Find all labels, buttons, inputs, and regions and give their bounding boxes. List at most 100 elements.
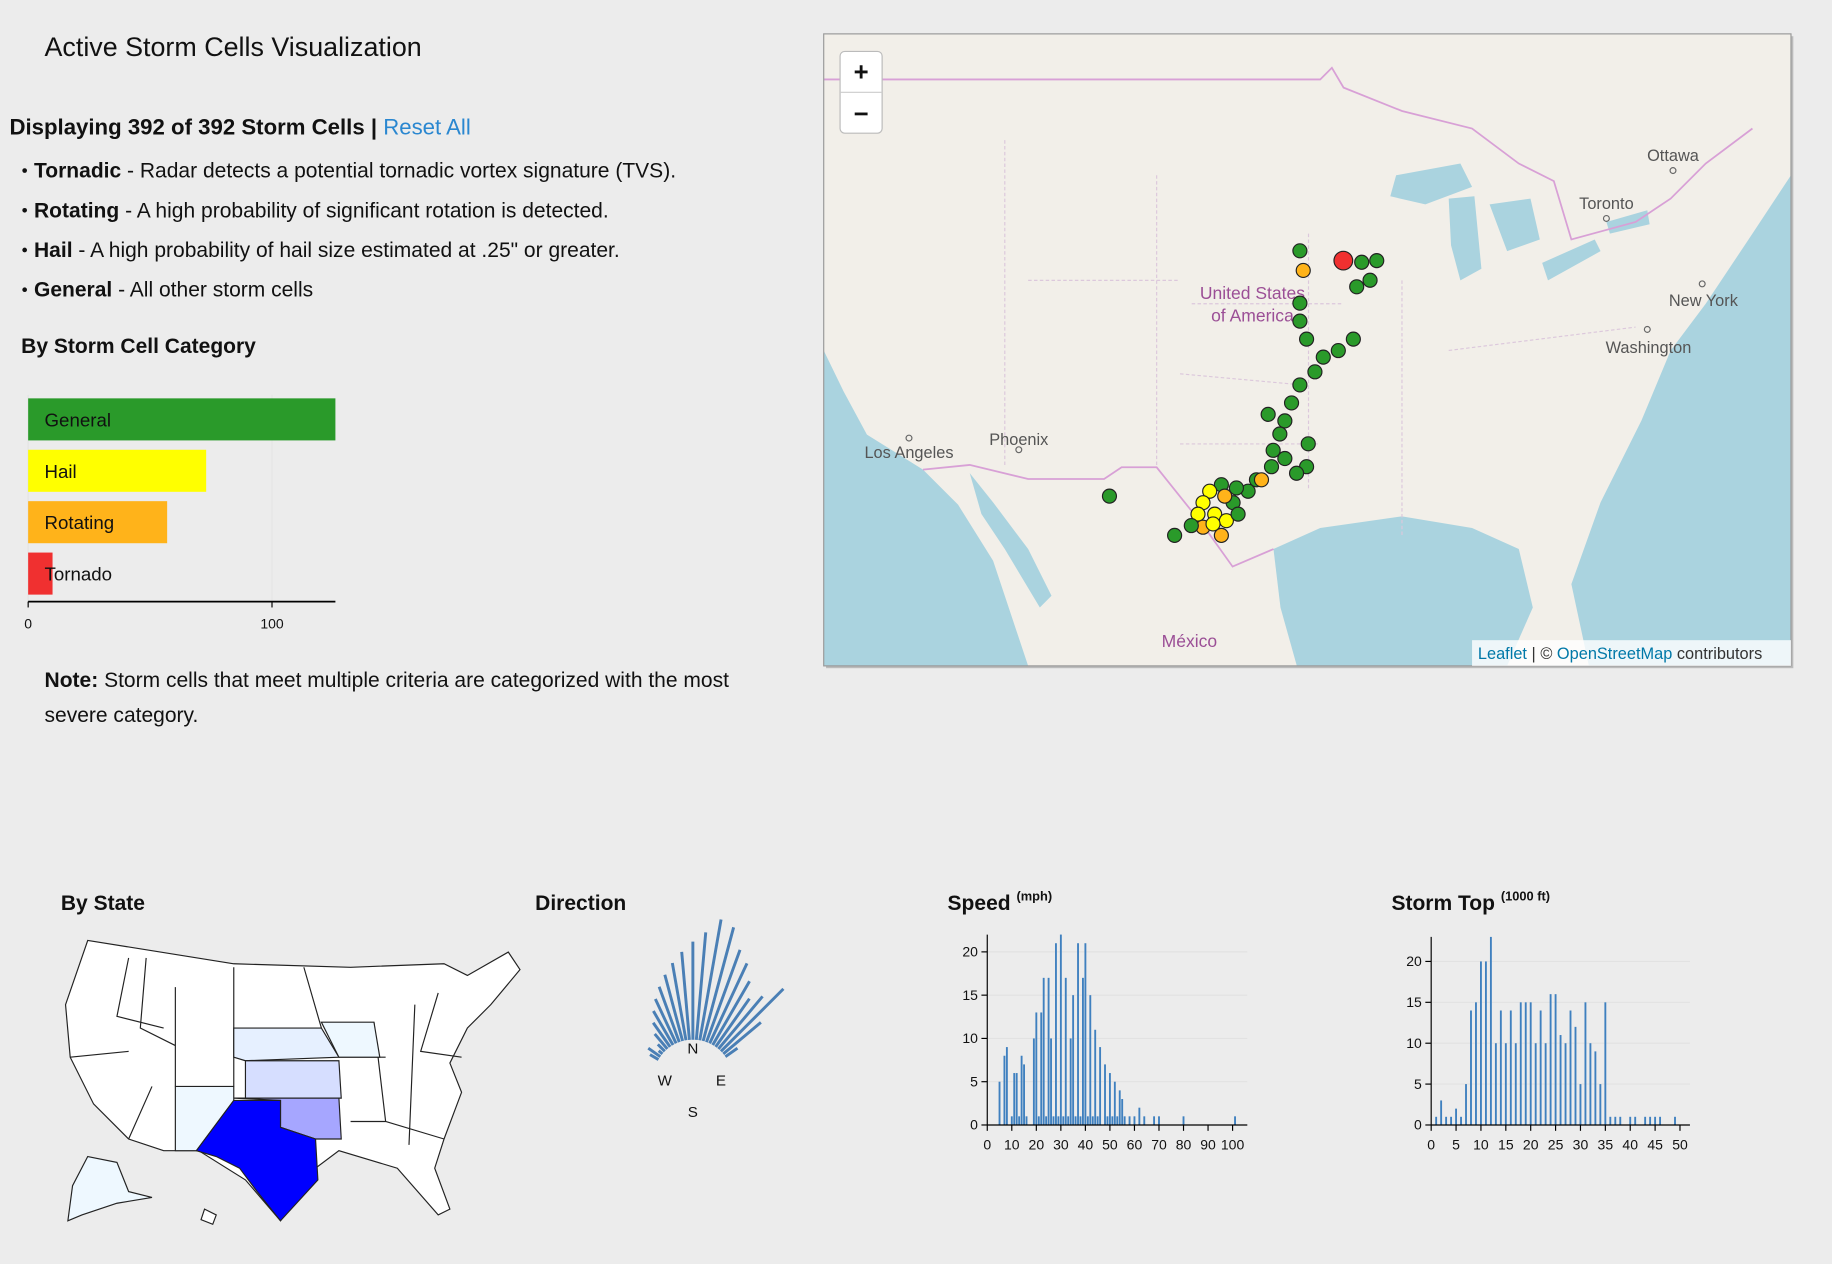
note-line: Storm cells that meet multiple criteria … xyxy=(104,669,729,692)
histogram-bar xyxy=(1534,1043,1537,1125)
country-label: of America xyxy=(1211,305,1294,325)
direction-bar xyxy=(714,997,751,1048)
histogram-bar xyxy=(1544,1043,1547,1125)
bar-label: Rotating xyxy=(45,512,115,533)
x-tick-label: 50 xyxy=(1672,1137,1688,1153)
x-tick-label: 50 xyxy=(1102,1137,1118,1153)
y-tick-label: 10 xyxy=(1406,1035,1422,1051)
direction-bar xyxy=(680,951,691,1040)
storm-cell xyxy=(1307,364,1323,380)
histogram-bar xyxy=(1480,961,1482,1125)
storm-cell xyxy=(1263,459,1280,475)
histogram-bar xyxy=(1654,1116,1657,1125)
direction-bar xyxy=(694,932,708,1040)
histogram-bar xyxy=(1619,1116,1622,1125)
histogram-bar xyxy=(1023,1064,1025,1125)
x-tick-label: 20 xyxy=(1523,1137,1539,1153)
note: Note: Storm cells that meet multiple cri… xyxy=(45,669,730,692)
storm-cell xyxy=(1292,377,1308,393)
state-title: By State xyxy=(61,892,145,915)
x-tick-label: 40 xyxy=(1622,1137,1638,1153)
note-label: Note: xyxy=(45,669,99,692)
country-label: México xyxy=(1162,631,1217,651)
histogram-bar xyxy=(1450,1116,1453,1125)
city-label: Washington xyxy=(1606,339,1692,357)
x-tick-label: 20 xyxy=(1029,1137,1045,1153)
border xyxy=(823,66,1753,241)
legend-text: - A high probability of significant rota… xyxy=(125,199,609,222)
x-tick-label: 0 xyxy=(24,615,32,631)
storm-cell xyxy=(1167,527,1183,543)
leaflet-link[interactable]: Leaflet xyxy=(1478,645,1528,663)
histogram-bar xyxy=(1569,1010,1572,1125)
state xyxy=(195,1099,319,1222)
histogram-bar xyxy=(1096,1116,1099,1125)
histogram-bar xyxy=(1559,1035,1562,1125)
histogram-bar xyxy=(1015,1073,1018,1125)
y-tick-label: 5 xyxy=(1414,1076,1422,1092)
storm-cell xyxy=(1205,516,1221,532)
bullet xyxy=(22,247,27,253)
storm-cell xyxy=(1288,465,1305,481)
attribution-sep: | © xyxy=(1532,645,1553,663)
histogram-bar xyxy=(1091,1116,1094,1125)
city-label: Ottawa xyxy=(1647,147,1700,165)
histogram-bar xyxy=(1614,1116,1617,1125)
histogram-bar xyxy=(1539,1010,1542,1125)
histogram-bar xyxy=(1465,1084,1467,1125)
histogram-bar xyxy=(1077,943,1079,1125)
x-tick-label: 30 xyxy=(1573,1137,1589,1153)
direction-bar xyxy=(653,1033,669,1050)
status-suffix: Storm Cells | xyxy=(241,114,377,139)
x-tick-label: 0 xyxy=(1427,1137,1435,1153)
histogram-bar xyxy=(1050,1038,1052,1125)
map-frame xyxy=(823,33,1792,667)
storm-cell xyxy=(1292,243,1308,259)
histogram-bar xyxy=(1062,1116,1065,1125)
legend-term: Hail xyxy=(34,239,73,262)
x-tick-label: 100 xyxy=(260,615,284,631)
direction-bar xyxy=(663,974,685,1042)
note-line: severe category. xyxy=(45,704,199,727)
storm-cell xyxy=(1265,442,1281,458)
histogram-bar xyxy=(1609,1116,1612,1125)
storm-cell xyxy=(1369,253,1385,269)
histogram-bar xyxy=(1153,1116,1156,1125)
zoom-in[interactable]: + xyxy=(854,59,869,87)
map: Ottawa Toronto New York Washington Los Angel… xyxy=(823,33,1794,669)
histogram-bar xyxy=(1584,1002,1587,1125)
direction-bar xyxy=(657,1049,664,1056)
legend-term: General xyxy=(34,279,112,302)
legend-term: Tornadic xyxy=(34,160,121,183)
direction-chart: N E SW xyxy=(647,919,785,1121)
x-tick-label: 35 xyxy=(1598,1137,1614,1153)
histogram-bar xyxy=(1234,1116,1236,1125)
storm-cell xyxy=(1354,254,1370,270)
bar xyxy=(28,552,53,595)
histogram-bar xyxy=(1460,1116,1462,1125)
direction-label: S xyxy=(688,1104,698,1121)
histogram-bar xyxy=(1094,1029,1097,1125)
legend-item: Hail - A high probability of hail size e… xyxy=(34,239,620,262)
attribution-rest: contributors xyxy=(1677,645,1762,663)
status-total: 392 xyxy=(198,114,235,139)
country-label: United States xyxy=(1200,283,1305,303)
histogram-bar xyxy=(1659,1116,1662,1125)
histogram-bar xyxy=(1634,1116,1637,1125)
zoom-out[interactable]: − xyxy=(854,101,869,129)
bar-label: General xyxy=(45,409,111,430)
bullet xyxy=(22,207,27,213)
storm-cell xyxy=(1315,349,1331,365)
y-tick-label: 20 xyxy=(1406,953,1422,969)
histogram-bar xyxy=(1489,936,1492,1125)
reset-link[interactable]: Reset All xyxy=(383,114,471,139)
histogram-bar xyxy=(1074,1116,1077,1125)
histogram-bar xyxy=(1470,1010,1472,1125)
border xyxy=(922,464,1274,568)
x-tick-label: 60 xyxy=(1127,1137,1143,1153)
direction-label: N xyxy=(687,1041,698,1058)
osm-link[interactable]: OpenStreetMap xyxy=(1557,645,1672,663)
y-tick-label: 15 xyxy=(1406,994,1422,1010)
